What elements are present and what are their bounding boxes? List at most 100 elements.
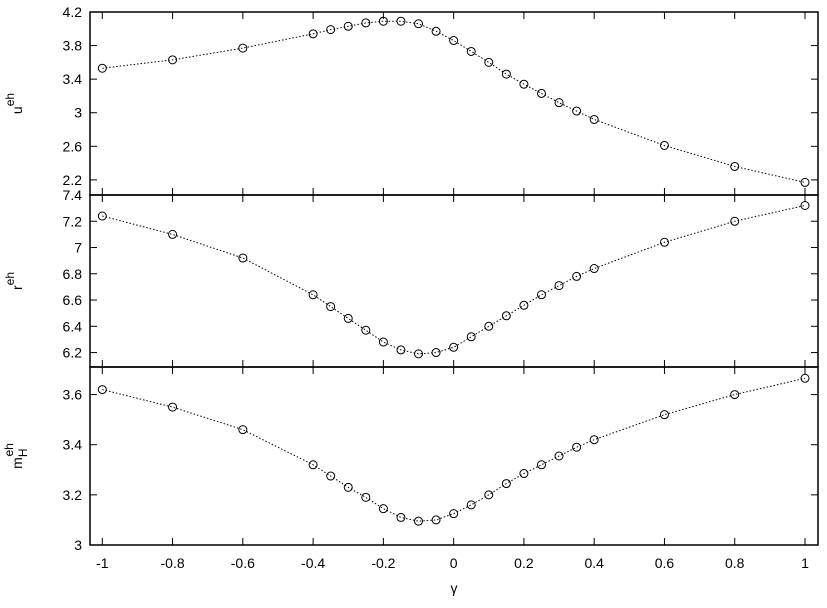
y-label-sup: eh	[3, 272, 17, 285]
x-tick-label: -0.4	[301, 555, 325, 571]
panel-frame	[89, 194, 819, 368]
y-axis-label: mHeh	[2, 443, 30, 469]
data-point	[589, 114, 599, 124]
data-point	[572, 106, 582, 116]
x-tick-label: -0.8	[161, 555, 185, 571]
data-point	[501, 69, 511, 79]
data-point	[484, 57, 494, 67]
y-label-sup: eh	[2, 443, 16, 456]
data-point	[484, 321, 494, 331]
data-point	[431, 26, 441, 36]
x-tick-label: 0	[450, 555, 458, 571]
data-point	[378, 504, 388, 514]
data-point	[554, 451, 564, 461]
y-tick-label: 3	[74, 105, 82, 121]
y-tick-label: 7.2	[63, 213, 83, 229]
data-point	[97, 211, 107, 221]
panel-frame	[89, 366, 819, 546]
data-point	[396, 345, 406, 355]
data-point	[326, 471, 336, 481]
y-label-sub: H	[16, 449, 30, 458]
data-point	[431, 515, 441, 525]
data-point	[554, 98, 564, 108]
data-point	[449, 509, 459, 519]
data-point	[378, 16, 388, 26]
data-point	[466, 332, 476, 342]
x-tick-label: -0.2	[371, 555, 395, 571]
data-point	[484, 490, 494, 500]
data-point	[730, 390, 740, 400]
x-tick-label: 0.4	[584, 555, 604, 571]
y-axis-label: ueh	[3, 93, 25, 114]
x-tick-label: 0.6	[655, 555, 675, 571]
data-point	[168, 229, 178, 239]
y-tick-label: 7.4	[63, 187, 83, 203]
data-point	[536, 88, 546, 98]
data-point	[659, 410, 669, 420]
data-point	[589, 264, 599, 274]
data-point	[414, 516, 424, 526]
y-tick-label: 7	[74, 240, 82, 256]
y-tick-label: 3.8	[63, 38, 83, 54]
data-point	[308, 460, 318, 470]
data-point	[449, 342, 459, 352]
y-tick-label: 6.2	[63, 345, 83, 361]
data-point	[378, 337, 388, 347]
y-label-sup: eh	[3, 93, 17, 106]
data-point	[800, 177, 810, 187]
y-tick-label: 3.6	[63, 387, 83, 403]
data-point	[97, 385, 107, 395]
y-tick-label: 4.2	[63, 4, 83, 20]
x-tick-label: -0.6	[231, 555, 255, 571]
data-point	[326, 25, 336, 35]
data-point	[554, 281, 564, 291]
data-point	[519, 79, 529, 89]
y-tick-label: 6.6	[63, 292, 83, 308]
y-tick-label: 3.4	[63, 437, 83, 453]
data-point	[238, 253, 248, 263]
data-point	[449, 36, 459, 46]
data-point	[361, 325, 371, 335]
data-point	[97, 63, 107, 73]
data-point	[659, 140, 669, 150]
data-point	[730, 161, 740, 171]
data-point	[572, 442, 582, 452]
data-point	[466, 46, 476, 56]
data-line	[102, 377, 806, 522]
x-axis-label: γ	[451, 580, 458, 596]
data-point	[414, 19, 424, 29]
data-point	[572, 271, 582, 281]
x-tick-label: 0.8	[725, 555, 745, 571]
data-point	[238, 425, 248, 435]
data-point	[466, 500, 476, 510]
x-tick-label: 0.2	[514, 555, 534, 571]
data-point	[800, 373, 810, 383]
data-point	[730, 216, 740, 226]
data-point	[536, 460, 546, 470]
y-label-base: r	[9, 285, 25, 290]
data-point	[501, 479, 511, 489]
data-point	[800, 201, 810, 211]
x-tick-label: 1	[801, 555, 809, 571]
data-point	[589, 435, 599, 445]
data-point	[343, 313, 353, 323]
y-label-base: u	[9, 106, 25, 114]
data-point	[536, 290, 546, 300]
data-point	[396, 512, 406, 522]
y-tick-label: 3.2	[63, 487, 83, 503]
data-point	[343, 482, 353, 492]
data-point	[659, 237, 669, 247]
y-tick-label: 2.6	[63, 138, 83, 154]
data-point	[519, 469, 529, 479]
data-point	[168, 55, 178, 65]
data-point	[343, 21, 353, 31]
y-tick-label: 2.2	[63, 172, 83, 188]
y-label-base: m	[9, 457, 25, 469]
data-point	[361, 492, 371, 502]
data-line	[102, 20, 806, 183]
data-point	[326, 302, 336, 312]
data-line	[102, 205, 806, 355]
data-point	[519, 300, 529, 310]
y-tick-label: 6.4	[63, 318, 83, 334]
